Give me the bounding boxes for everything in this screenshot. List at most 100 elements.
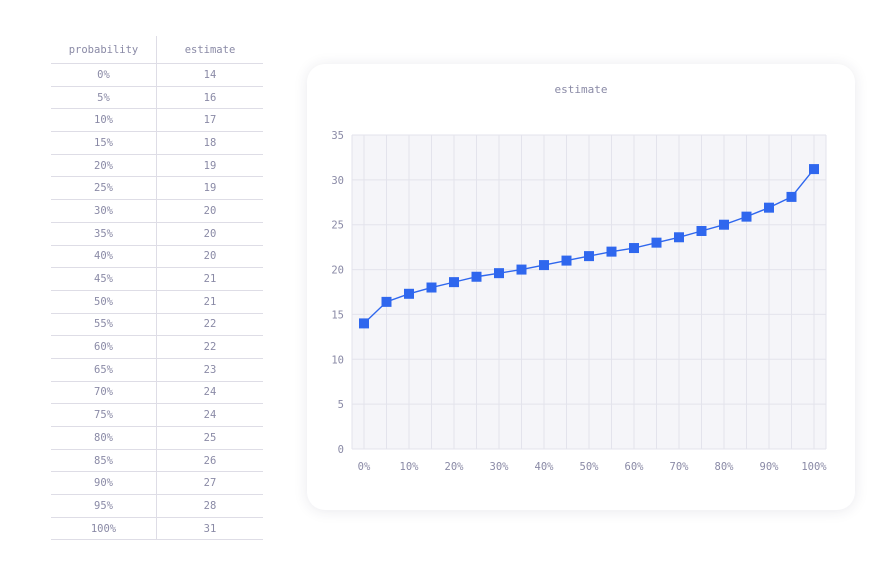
x-tick-label: 50% <box>580 461 600 473</box>
x-tick-label: 70% <box>670 461 690 473</box>
data-point-marker <box>651 237 662 248</box>
column-header-probability: probability <box>51 36 157 64</box>
cell-estimate: 22 <box>156 335 263 359</box>
data-point-marker <box>696 225 707 236</box>
cell-estimate: 24 <box>156 381 263 405</box>
cell-estimate: 21 <box>156 290 263 314</box>
data-point-marker <box>359 318 369 329</box>
x-tick-label: 90% <box>760 461 780 473</box>
table-row: 100% 31 <box>51 517 263 541</box>
table-row: 25% 19 <box>51 176 263 201</box>
cell-estimate: 27 <box>156 471 263 496</box>
cell-estimate: 19 <box>156 154 263 178</box>
y-tick-label: 10 <box>331 354 344 366</box>
x-tick-label: 40% <box>535 461 555 473</box>
table-row: 35% 20 <box>51 222 263 246</box>
data-point-marker <box>381 296 392 307</box>
y-tick-label: 35 <box>331 130 344 142</box>
y-tick-label: 20 <box>331 265 344 277</box>
table-row: 40% 20 <box>51 245 263 269</box>
data-point-marker <box>471 271 482 282</box>
cell-estimate: 24 <box>156 403 263 427</box>
x-tick-label: 100% <box>801 461 827 473</box>
quantile-table-wrap: probability estimate 0% 14 5% 16 10% 17 15% 18 2… <box>51 36 263 541</box>
data-point-marker <box>426 282 437 293</box>
table-row: 0% 14 <box>51 63 263 87</box>
data-point-marker <box>809 164 819 175</box>
cell-probability: 65% <box>51 358 157 382</box>
table-row: 70% 24 <box>51 381 263 405</box>
x-tick-label: 10% <box>400 461 420 473</box>
cell-probability: 95% <box>51 494 157 518</box>
cell-probability: 20% <box>51 154 157 178</box>
chart-card: estimate 0 5 10 15 20 25 30 35 0% 10% 20% 30% 40% 50%… <box>307 64 855 510</box>
y-tick-label: 25 <box>331 220 344 232</box>
cell-probability: 15% <box>51 131 157 155</box>
cell-estimate: 21 <box>156 267 263 291</box>
cell-estimate: 31 <box>156 517 263 541</box>
x-tick-label: 30% <box>490 461 510 473</box>
data-point-marker <box>494 268 504 279</box>
cell-probability: 70% <box>51 381 157 405</box>
table-row: 20% 19 <box>51 154 263 178</box>
data-point-marker <box>629 243 639 254</box>
table-row: 30% 20 <box>51 199 263 223</box>
cell-probability: 60% <box>51 335 157 359</box>
table-row: 10% 17 <box>51 108 263 133</box>
cell-probability: 30% <box>51 199 157 223</box>
x-tick-label: 60% <box>625 461 645 473</box>
cell-probability: 35% <box>51 222 157 246</box>
cell-estimate: 26 <box>156 449 263 473</box>
table-header-row: probability estimate <box>51 36 263 64</box>
cell-estimate: 25 <box>156 426 263 450</box>
table-row: 80% 25 <box>51 426 263 450</box>
data-point-marker <box>539 260 549 271</box>
data-point-marker <box>764 202 774 213</box>
cell-probability: 45% <box>51 267 157 291</box>
table-body: 0% 14 5% 16 10% 17 15% 18 20% 19 25% 19 30% 20 35% 20 40… <box>51 63 263 541</box>
data-point-marker <box>561 255 572 266</box>
data-point-marker <box>606 246 617 257</box>
cell-estimate: 14 <box>156 63 263 87</box>
table-row: 85% 26 <box>51 449 263 473</box>
cell-probability: 25% <box>51 176 157 201</box>
cell-probability: 0% <box>51 63 157 87</box>
cell-probability: 75% <box>51 403 157 427</box>
cell-probability: 10% <box>51 108 157 133</box>
cell-estimate: 28 <box>156 494 263 518</box>
y-tick-label: 5 <box>338 399 344 411</box>
x-tick-label: 80% <box>715 461 735 473</box>
column-header-estimate: estimate <box>156 36 263 64</box>
cell-estimate: 22 <box>156 313 263 337</box>
table-row: 45% 21 <box>51 267 263 291</box>
chart-title: estimate <box>554 83 608 96</box>
cell-probability: 40% <box>51 245 157 269</box>
quantile-table: probability estimate 0% 14 5% 16 10% 17 15% 18 2… <box>51 36 263 541</box>
x-tick-label: 20% <box>445 461 465 473</box>
data-point-marker <box>449 277 459 288</box>
data-point-marker <box>674 232 684 243</box>
cell-estimate: 23 <box>156 358 263 382</box>
data-point-marker <box>786 191 797 202</box>
cell-probability: 90% <box>51 471 157 496</box>
y-tick-label: 30 <box>331 175 344 187</box>
cell-estimate: 20 <box>156 245 263 269</box>
data-point-marker <box>404 288 414 299</box>
table-row: 55% 22 <box>51 313 263 337</box>
table-row: 15% 18 <box>51 131 263 155</box>
cell-estimate: 20 <box>156 199 263 223</box>
cell-probability: 80% <box>51 426 157 450</box>
cell-probability: 55% <box>51 313 157 337</box>
cell-estimate: 18 <box>156 131 263 155</box>
table-row: 65% 23 <box>51 358 263 382</box>
table-row: 50% 21 <box>51 290 263 314</box>
cell-estimate: 16 <box>156 86 263 110</box>
chart-svg: 0 5 10 15 20 25 30 35 0% 10% 20% 30% 40% 50% 60% 70% 80%… <box>331 130 827 473</box>
data-point-marker <box>719 219 729 230</box>
x-tick-label: 0% <box>358 461 371 473</box>
data-point-marker <box>584 251 594 262</box>
table-row: 60% 22 <box>51 335 263 359</box>
cell-estimate: 17 <box>156 108 263 133</box>
data-point-marker <box>516 264 527 275</box>
y-tick-label: 15 <box>331 309 344 321</box>
